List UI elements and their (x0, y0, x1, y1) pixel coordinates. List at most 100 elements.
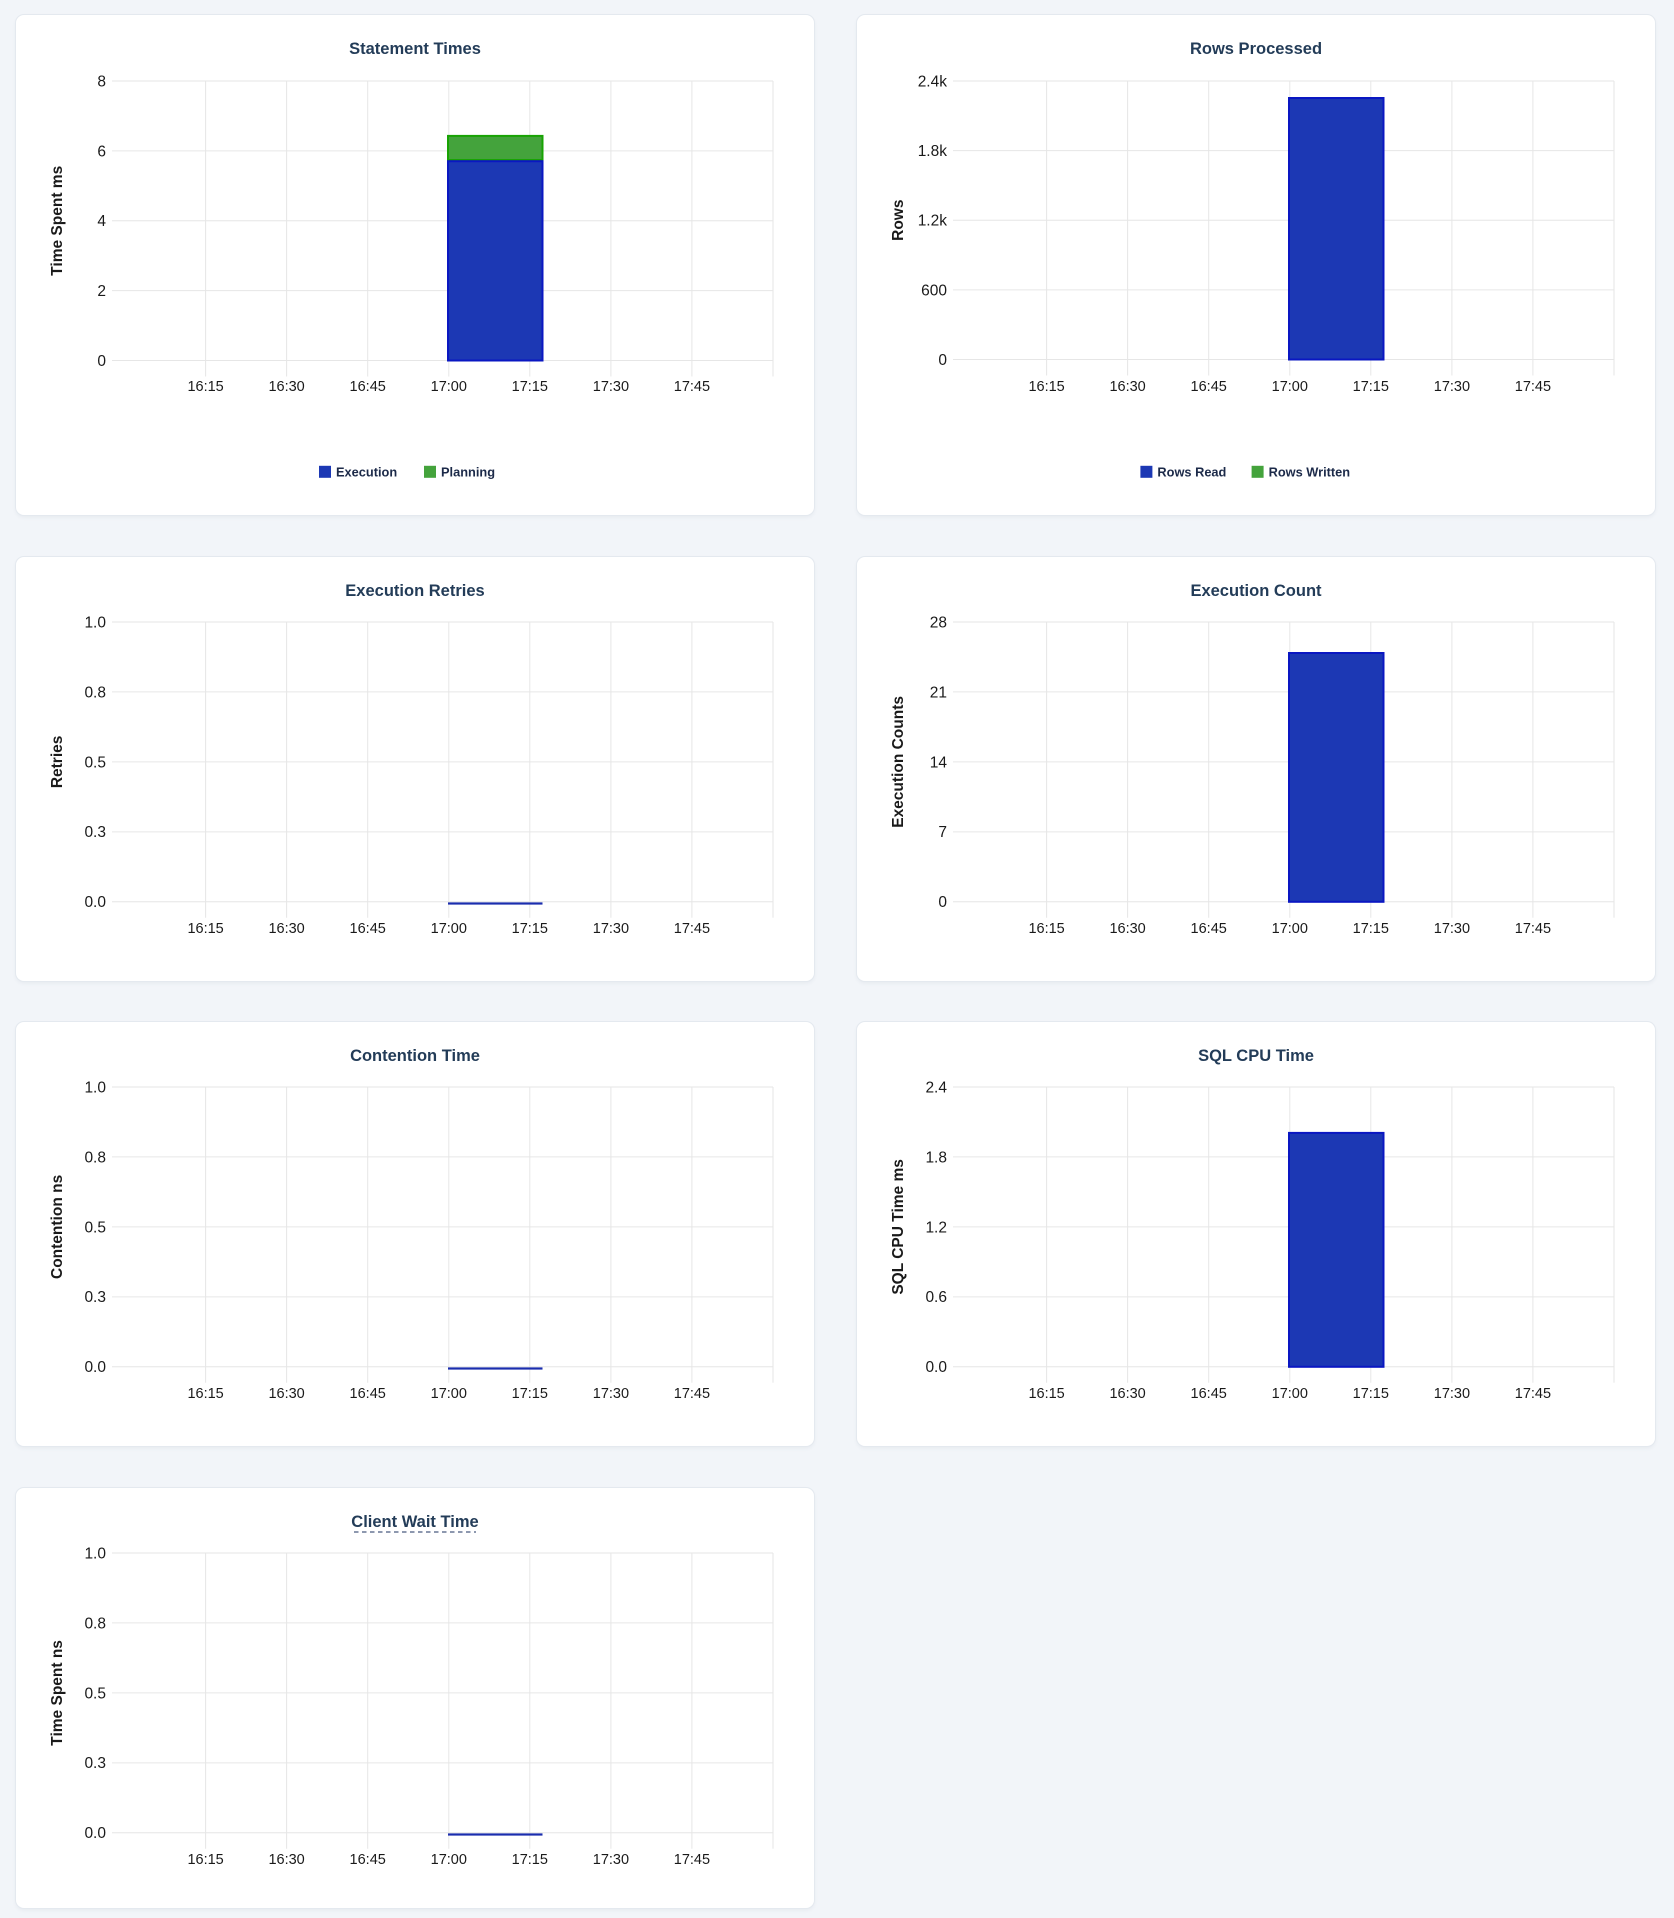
svg-text:0.8: 0.8 (84, 1615, 106, 1632)
svg-text:Execution: Execution (336, 465, 397, 480)
svg-text:Time Spent ns: Time Spent ns (49, 1640, 66, 1746)
svg-text:16:45: 16:45 (350, 1852, 386, 1868)
svg-text:0.3: 0.3 (84, 1755, 106, 1772)
svg-text:16:15: 16:15 (187, 379, 223, 395)
svg-text:1.2: 1.2 (925, 1219, 947, 1236)
svg-text:17:30: 17:30 (1434, 921, 1470, 937)
svg-text:16:45: 16:45 (1191, 1386, 1227, 1402)
svg-text:16:15: 16:15 (187, 1852, 223, 1868)
svg-text:0: 0 (938, 894, 947, 911)
svg-text:16:30: 16:30 (268, 379, 304, 395)
svg-text:16:15: 16:15 (1028, 379, 1064, 395)
svg-text:17:00: 17:00 (1272, 1386, 1308, 1402)
svg-text:0.5: 0.5 (84, 754, 106, 771)
svg-text:Rows Processed: Rows Processed (1190, 40, 1322, 58)
svg-text:17:30: 17:30 (1434, 379, 1470, 395)
svg-text:16:30: 16:30 (268, 1386, 304, 1402)
svg-text:1.0: 1.0 (84, 1545, 106, 1562)
svg-text:17:00: 17:00 (1272, 921, 1308, 937)
svg-text:16:15: 16:15 (1028, 1386, 1064, 1402)
svg-text:0.3: 0.3 (84, 824, 106, 841)
svg-text:16:30: 16:30 (1109, 1386, 1145, 1402)
svg-text:17:15: 17:15 (512, 379, 548, 395)
svg-text:16:30: 16:30 (268, 1852, 304, 1868)
svg-text:17:15: 17:15 (1353, 1386, 1389, 1402)
svg-text:Client Wait Time: Client Wait Time (351, 1513, 478, 1531)
svg-text:17:00: 17:00 (431, 921, 467, 937)
svg-text:16:15: 16:15 (187, 921, 223, 937)
svg-text:7: 7 (938, 824, 947, 841)
svg-text:17:45: 17:45 (674, 921, 710, 937)
svg-text:17:00: 17:00 (431, 379, 467, 395)
svg-text:Planning: Planning (441, 465, 495, 480)
svg-text:1.8: 1.8 (925, 1149, 947, 1166)
svg-text:Rows: Rows (890, 200, 907, 241)
svg-text:17:45: 17:45 (674, 1386, 710, 1402)
svg-text:0.6: 0.6 (925, 1289, 947, 1306)
svg-text:16:15: 16:15 (187, 1386, 223, 1402)
svg-text:0.5: 0.5 (84, 1219, 106, 1236)
svg-text:16:45: 16:45 (350, 1386, 386, 1402)
svg-text:Contention ns: Contention ns (49, 1175, 66, 1279)
svg-text:14: 14 (930, 754, 948, 771)
svg-text:17:00: 17:00 (1272, 379, 1308, 395)
svg-text:16:45: 16:45 (1191, 379, 1227, 395)
svg-text:16:30: 16:30 (268, 921, 304, 937)
svg-text:0.5: 0.5 (84, 1685, 106, 1702)
svg-text:17:45: 17:45 (674, 1852, 710, 1868)
svg-text:1.2k: 1.2k (918, 213, 948, 230)
svg-text:Contention Time: Contention Time (350, 1047, 480, 1065)
svg-text:17:15: 17:15 (512, 1852, 548, 1868)
svg-text:16:30: 16:30 (1109, 379, 1145, 395)
svg-text:16:45: 16:45 (350, 379, 386, 395)
svg-text:17:00: 17:00 (431, 1852, 467, 1868)
svg-text:17:45: 17:45 (1515, 379, 1551, 395)
svg-text:21: 21 (930, 684, 947, 701)
svg-text:0.8: 0.8 (84, 1149, 106, 1166)
svg-text:17:30: 17:30 (1434, 1386, 1470, 1402)
svg-text:0: 0 (938, 352, 947, 369)
svg-text:Rows Read: Rows Read (1157, 465, 1226, 480)
svg-text:2: 2 (97, 283, 106, 300)
svg-text:17:45: 17:45 (1515, 1386, 1551, 1402)
svg-text:16:30: 16:30 (1109, 921, 1145, 937)
svg-text:8: 8 (97, 73, 106, 90)
svg-text:2.4k: 2.4k (918, 73, 948, 90)
svg-text:1.8k: 1.8k (918, 143, 948, 160)
svg-text:16:45: 16:45 (350, 921, 386, 937)
svg-text:1.0: 1.0 (84, 1079, 106, 1096)
svg-text:0.3: 0.3 (84, 1289, 106, 1306)
svg-text:28: 28 (930, 614, 947, 631)
svg-text:Retries: Retries (49, 736, 66, 789)
svg-text:17:30: 17:30 (593, 921, 629, 937)
svg-text:16:15: 16:15 (1028, 921, 1064, 937)
svg-text:17:30: 17:30 (593, 1852, 629, 1868)
svg-text:6: 6 (97, 143, 106, 160)
svg-text:600: 600 (921, 282, 947, 299)
svg-text:17:15: 17:15 (1353, 921, 1389, 937)
svg-text:SQL CPU Time ms: SQL CPU Time ms (890, 1159, 907, 1295)
svg-text:0.0: 0.0 (84, 1359, 106, 1376)
svg-text:17:00: 17:00 (431, 1386, 467, 1402)
svg-text:17:30: 17:30 (593, 1386, 629, 1402)
svg-text:Statement Times: Statement Times (349, 40, 481, 58)
svg-text:17:15: 17:15 (1353, 379, 1389, 395)
svg-text:17:15: 17:15 (512, 1386, 548, 1402)
svg-text:Execution Counts: Execution Counts (890, 696, 907, 828)
svg-text:SQL CPU Time: SQL CPU Time (1198, 1047, 1314, 1065)
svg-text:Execution Retries: Execution Retries (345, 582, 484, 600)
svg-text:2.4: 2.4 (925, 1079, 947, 1096)
svg-text:0.0: 0.0 (84, 894, 106, 911)
svg-text:0.8: 0.8 (84, 684, 106, 701)
svg-text:1.0: 1.0 (84, 614, 106, 631)
svg-text:0.0: 0.0 (84, 1825, 106, 1842)
svg-text:17:45: 17:45 (674, 379, 710, 395)
svg-text:Rows Written: Rows Written (1269, 465, 1351, 480)
svg-text:0: 0 (97, 353, 106, 370)
svg-text:0.0: 0.0 (925, 1359, 947, 1376)
svg-text:17:45: 17:45 (1515, 921, 1551, 937)
svg-text:17:30: 17:30 (593, 379, 629, 395)
svg-text:Execution Count: Execution Count (1190, 582, 1322, 600)
svg-text:Time Spent ms: Time Spent ms (49, 166, 66, 276)
svg-text:17:15: 17:15 (512, 921, 548, 937)
